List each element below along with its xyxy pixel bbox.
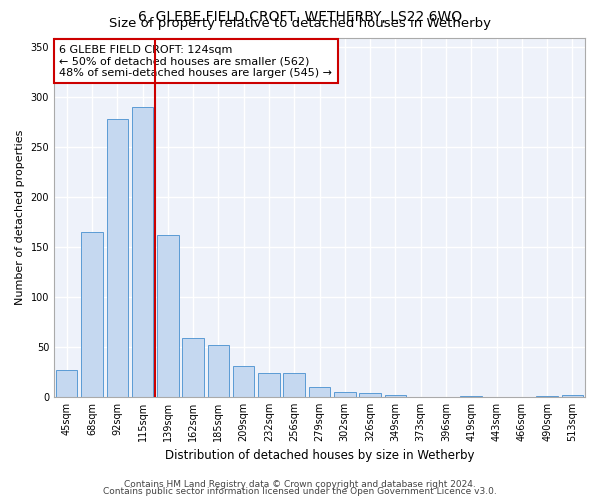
Bar (334, 392, 356, 397)
Text: Contains HM Land Registry data © Crown copyright and database right 2024.: Contains HM Land Registry data © Crown c… (124, 480, 476, 489)
Bar (233, 366, 254, 397)
Bar (258, 373, 280, 397)
Text: 6 GLEBE FIELD CROFT: 124sqm
← 50% of detached houses are smaller (562)
48% of se: 6 GLEBE FIELD CROFT: 124sqm ← 50% of det… (59, 44, 332, 78)
Bar (107, 120, 128, 397)
Bar (81, 232, 103, 397)
Y-axis label: Number of detached properties: Number of detached properties (15, 130, 25, 305)
X-axis label: Distribution of detached houses by size in Wetherby: Distribution of detached houses by size … (165, 450, 474, 462)
Bar (359, 393, 381, 397)
Bar (132, 108, 153, 397)
Text: Contains public sector information licensed under the Open Government Licence v3: Contains public sector information licen… (103, 487, 497, 496)
Bar (385, 395, 406, 397)
Bar (309, 387, 330, 397)
Bar (157, 235, 179, 397)
Bar (208, 345, 229, 397)
Text: Size of property relative to detached houses in Wetherby: Size of property relative to detached ho… (109, 18, 491, 30)
Bar (562, 395, 583, 397)
Bar (460, 396, 482, 397)
Text: 6, GLEBE FIELD CROFT, WETHERBY, LS22 6WQ: 6, GLEBE FIELD CROFT, WETHERBY, LS22 6WQ (138, 10, 462, 24)
Bar (182, 338, 204, 397)
Bar (56, 370, 77, 397)
Bar (536, 396, 558, 397)
Bar (283, 373, 305, 397)
